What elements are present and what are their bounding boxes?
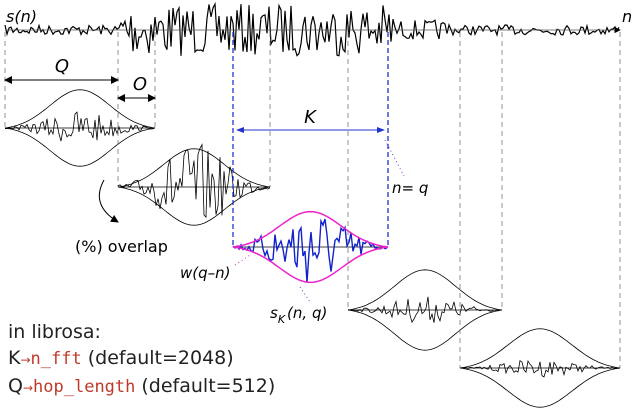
window-envelope bbox=[232, 210, 389, 248]
symbol: Q bbox=[8, 375, 23, 397]
pointer bbox=[384, 139, 405, 177]
window-signal bbox=[117, 143, 271, 219]
drawing bbox=[4, 1, 621, 408]
window-envelope bbox=[347, 269, 503, 311]
window-signal bbox=[5, 111, 156, 142]
param: n_fft bbox=[31, 349, 82, 369]
window-length-label: K bbox=[304, 107, 317, 128]
overlap-label: (%) overlap bbox=[75, 237, 168, 256]
segment-label: sK (n, q) bbox=[270, 304, 327, 326]
default: (default=512) bbox=[141, 375, 275, 397]
window-signal bbox=[459, 360, 621, 378]
window-envelope bbox=[459, 367, 621, 408]
librosa-line: K→n_fft (default=2048) bbox=[8, 347, 234, 369]
signal-label: s(n) bbox=[6, 7, 37, 26]
window-envelope bbox=[4, 89, 156, 129]
segment-args: (n, q) bbox=[287, 304, 327, 322]
overlap-curve bbox=[98, 179, 119, 223]
window-signal bbox=[232, 218, 388, 283]
segment-base: s bbox=[270, 304, 278, 322]
window-envelope bbox=[459, 328, 621, 369]
window-envelope bbox=[347, 309, 503, 351]
window-envelope bbox=[117, 148, 271, 188]
arrow: → bbox=[20, 353, 30, 367]
window-envelope bbox=[232, 246, 389, 284]
pointer bbox=[299, 286, 311, 303]
arrow: → bbox=[23, 381, 33, 395]
param: hop_length bbox=[33, 377, 135, 397]
default: (default=2048) bbox=[88, 347, 234, 369]
window-envelope bbox=[117, 186, 271, 226]
librosa-heading: in librosa: bbox=[8, 321, 101, 343]
librosa-line: Q→hop_length (default=512) bbox=[8, 375, 275, 397]
axis-label: n bbox=[622, 7, 632, 26]
position-label: n= q bbox=[392, 179, 428, 197]
segment-subscript: K bbox=[278, 313, 286, 326]
pointer bbox=[234, 254, 251, 266]
hop-label: Q bbox=[55, 56, 69, 77]
window-signal bbox=[347, 296, 503, 324]
symbol: K bbox=[8, 347, 21, 369]
window-label: w(q–n) bbox=[180, 264, 231, 282]
window-envelope bbox=[4, 127, 156, 167]
signal bbox=[4, 1, 620, 57]
overlap-width-label: O bbox=[133, 74, 147, 95]
